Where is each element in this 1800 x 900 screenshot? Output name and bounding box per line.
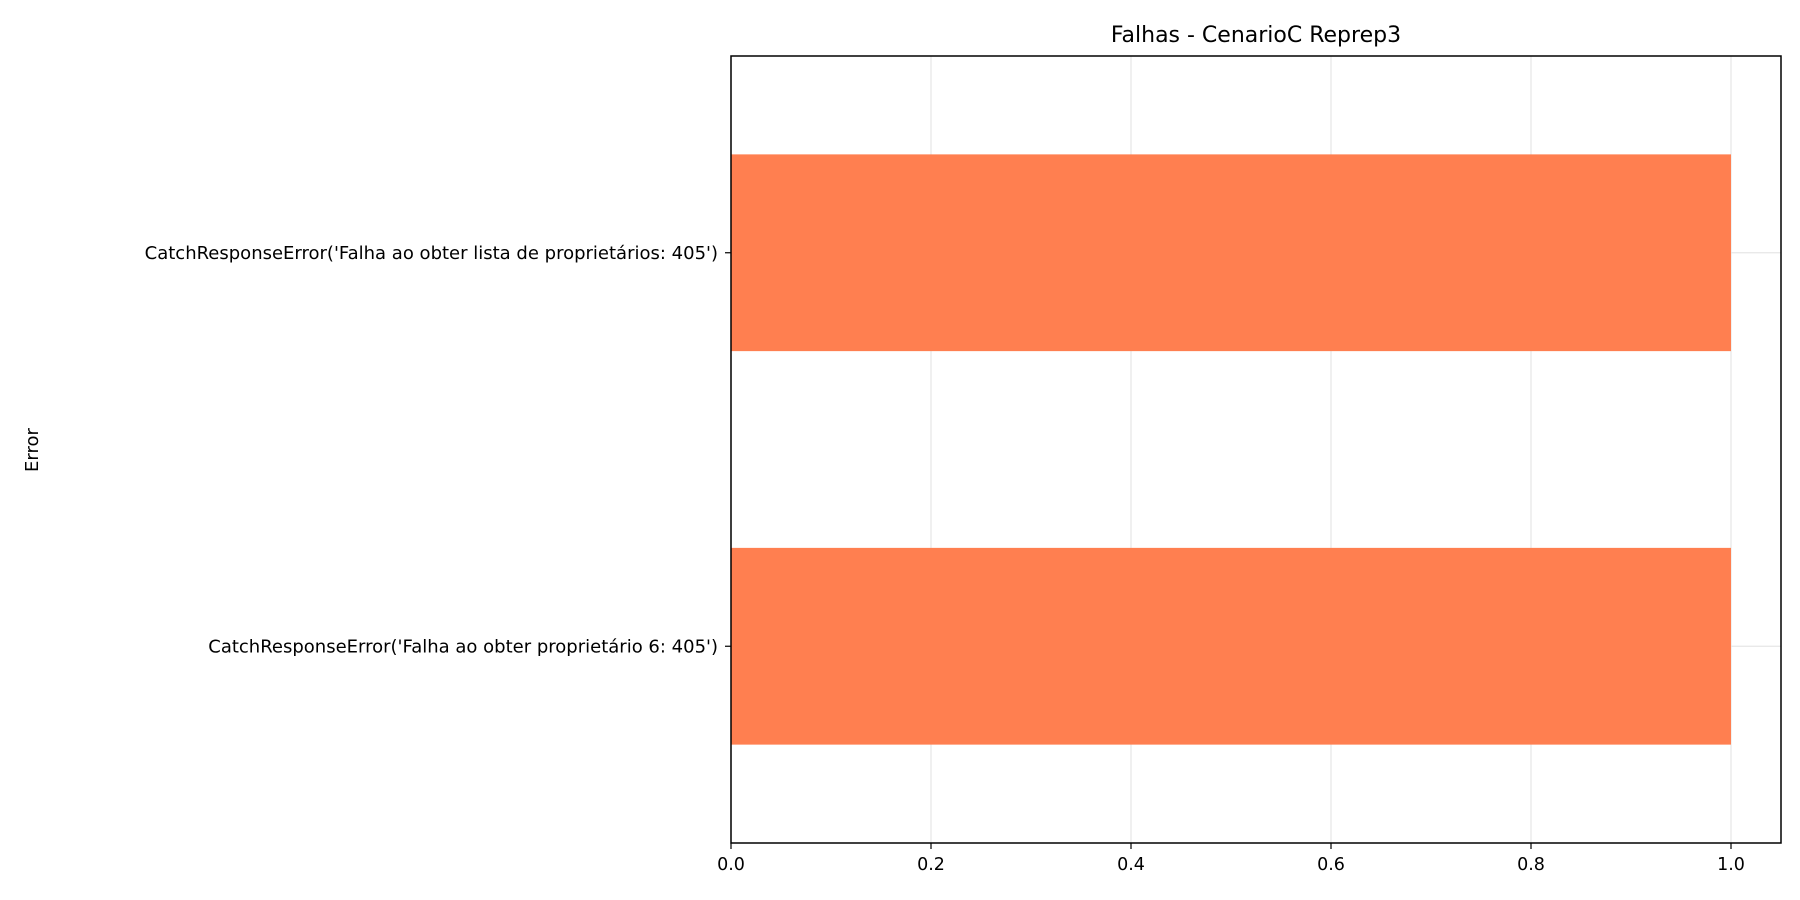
plot-frame	[730, 55, 1782, 844]
x-tick-label: 0.4	[1117, 855, 1145, 875]
x-tick-label: 1.0	[1717, 855, 1745, 875]
y-axis: CatchResponseError('Falha ao obter propr…	[145, 243, 731, 657]
x-tick-label: 0.0	[717, 855, 745, 875]
y-axis-label: Error	[22, 427, 43, 471]
chart-title: Falhas - CenarioC Reprep3	[1111, 23, 1401, 48]
bar	[731, 547, 1731, 745]
y-tick-label: CatchResponseError('Falha ao obter lista…	[145, 243, 718, 264]
bar	[731, 154, 1731, 352]
x-tick-label: 0.8	[1517, 855, 1545, 875]
x-tick-label: 0.2	[917, 855, 945, 875]
x-axis: 0.0 0.2 0.4 0.6 0.8 1.0	[717, 843, 1745, 875]
bars	[731, 154, 1731, 745]
x-tick-label: 0.6	[1317, 855, 1345, 875]
y-tick-label: CatchResponseError('Falha ao obter propr…	[208, 636, 718, 657]
